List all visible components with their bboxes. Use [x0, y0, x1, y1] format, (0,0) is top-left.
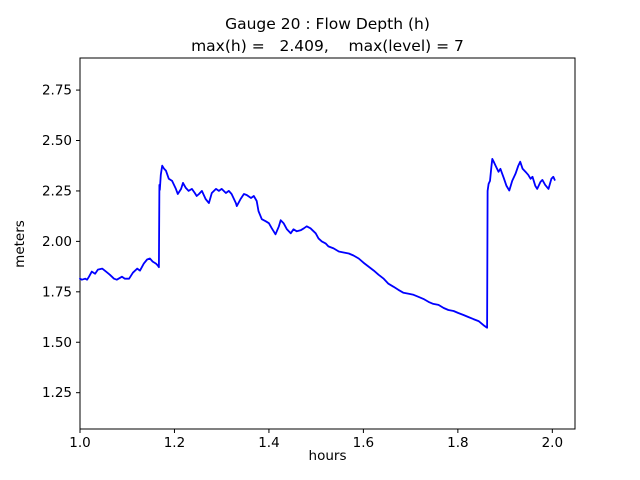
y-tick-label: 2.25 [42, 183, 72, 199]
x-tick-label: 1.8 [447, 435, 468, 451]
x-tick-label: 2.0 [542, 435, 563, 451]
x-tick-label: 1.6 [353, 435, 374, 451]
chart-title: Gauge 20 : Flow Depth (h) [225, 15, 430, 33]
x-tick-label: 1.2 [164, 435, 185, 451]
y-tick-label: 1.25 [42, 385, 72, 401]
tick-labels: 1.0 1.2 1.4 1.6 1.8 2.0 1.25 1.50 1.75 2.00 2.25 2.… [42, 83, 563, 451]
flow-depth-line [79, 157, 556, 329]
x-tick-label: 1.0 [69, 435, 90, 451]
y-tick-label: 2.00 [42, 234, 72, 250]
plot-border [79, 57, 576, 430]
axis-ticks [76, 89, 553, 433]
y-tick-label: 1.50 [42, 335, 72, 351]
x-tick-label: 1.4 [258, 435, 279, 451]
y-axis-label: meters [12, 220, 28, 268]
y-tick-label: 2.75 [42, 83, 72, 99]
chart-subtitle: max(h) = 2.409, max(level) = 7 [191, 37, 464, 55]
x-axis-label: hours [308, 448, 347, 464]
y-tick-label: 2.50 [42, 133, 72, 149]
y-tick-label: 1.75 [42, 284, 72, 300]
